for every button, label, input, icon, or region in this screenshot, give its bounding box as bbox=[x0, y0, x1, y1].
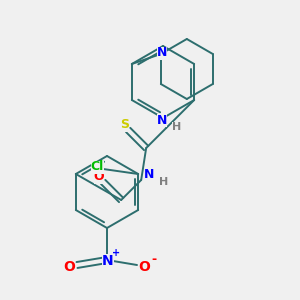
Text: O: O bbox=[138, 260, 150, 274]
Text: -: - bbox=[152, 253, 157, 266]
Text: +: + bbox=[112, 248, 120, 258]
Text: H: H bbox=[172, 122, 181, 132]
Text: N: N bbox=[102, 254, 114, 268]
Text: N: N bbox=[157, 113, 167, 127]
Text: O: O bbox=[94, 170, 104, 184]
Text: S: S bbox=[120, 118, 129, 131]
Text: H: H bbox=[159, 177, 168, 187]
Text: O: O bbox=[63, 260, 75, 274]
Text: Cl: Cl bbox=[91, 160, 104, 173]
Text: N: N bbox=[157, 46, 167, 59]
Text: N: N bbox=[144, 169, 154, 182]
